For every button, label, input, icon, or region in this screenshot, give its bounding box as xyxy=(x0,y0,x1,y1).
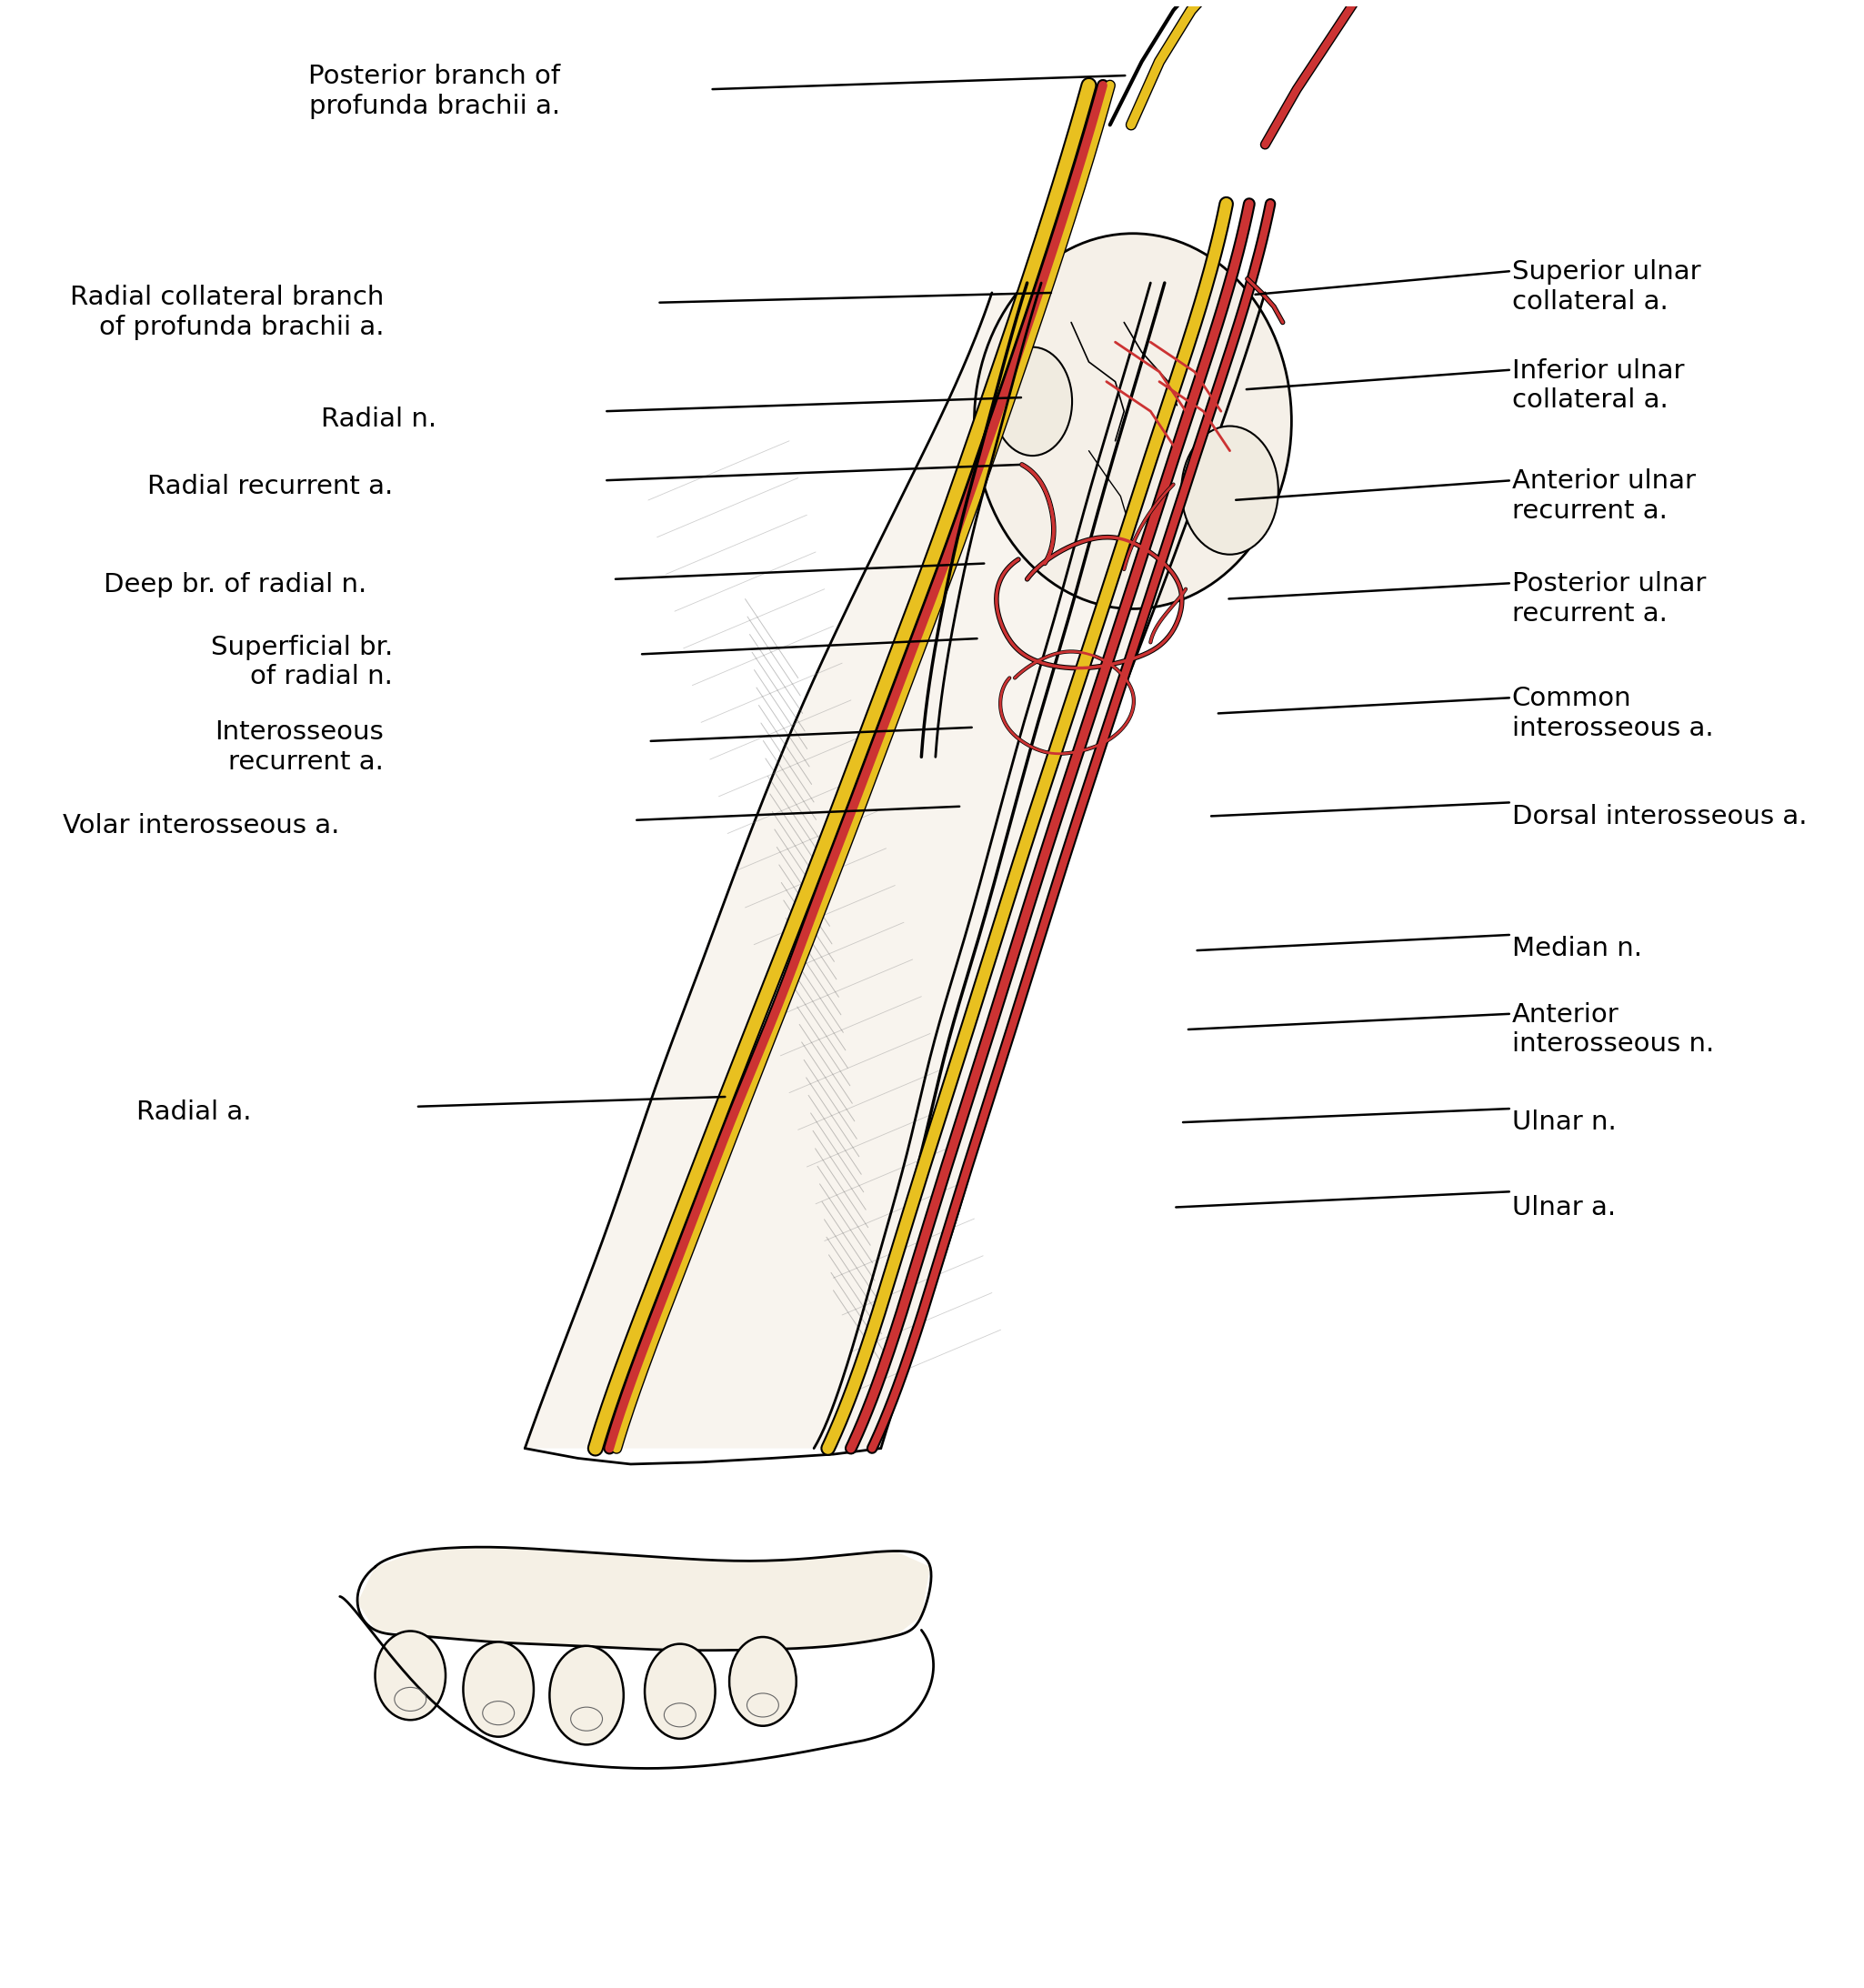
Ellipse shape xyxy=(550,1646,624,1745)
Text: Median n.: Median n. xyxy=(1512,936,1642,962)
Text: Inferior ulnar
collateral a.: Inferior ulnar collateral a. xyxy=(1512,358,1683,414)
Ellipse shape xyxy=(975,233,1292,608)
Text: Superficial br.
of radial n.: Superficial br. of radial n. xyxy=(211,634,393,690)
Text: Posterior branch of
profunda brachii a.: Posterior branch of profunda brachii a. xyxy=(308,64,561,119)
Ellipse shape xyxy=(729,1636,796,1726)
Text: Common
interosseous a.: Common interosseous a. xyxy=(1512,686,1713,742)
Polygon shape xyxy=(526,292,1266,1449)
Ellipse shape xyxy=(464,1642,533,1738)
Text: Radial n.: Radial n. xyxy=(321,406,436,431)
Text: Ulnar a.: Ulnar a. xyxy=(1512,1195,1616,1221)
Text: Dorsal interosseous a.: Dorsal interosseous a. xyxy=(1512,803,1806,829)
Text: Volar interosseous a.: Volar interosseous a. xyxy=(63,813,339,839)
Text: Radial recurrent a.: Radial recurrent a. xyxy=(147,473,393,499)
Text: Interosseous
recurrent a.: Interosseous recurrent a. xyxy=(214,720,384,775)
Text: Anterior ulnar
recurrent a.: Anterior ulnar recurrent a. xyxy=(1512,469,1696,523)
Text: Anterior
interosseous n.: Anterior interosseous n. xyxy=(1512,1002,1713,1058)
Ellipse shape xyxy=(375,1630,445,1720)
Text: Ulnar n.: Ulnar n. xyxy=(1512,1109,1616,1135)
Text: Posterior ulnar
recurrent a.: Posterior ulnar recurrent a. xyxy=(1512,571,1706,626)
Text: Radial a.: Radial a. xyxy=(136,1099,252,1125)
Text: Superior ulnar
collateral a.: Superior ulnar collateral a. xyxy=(1512,258,1700,314)
Ellipse shape xyxy=(994,348,1072,455)
Text: Radial collateral branch
of profunda brachii a.: Radial collateral branch of profunda bra… xyxy=(69,284,384,340)
Ellipse shape xyxy=(1182,425,1279,555)
Text: Deep br. of radial n.: Deep br. of radial n. xyxy=(103,573,365,598)
Polygon shape xyxy=(358,1547,930,1650)
Ellipse shape xyxy=(645,1644,716,1740)
